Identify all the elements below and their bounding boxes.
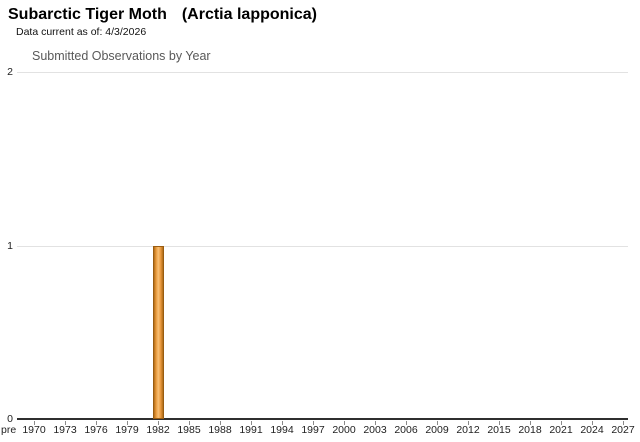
data-current-note: Data current as of: 4/3/2026 bbox=[16, 26, 147, 38]
x-axis-tick-label: 2006 bbox=[394, 424, 418, 436]
x-axis-tick bbox=[375, 421, 376, 425]
x-axis-tick-label: 1991 bbox=[239, 424, 263, 436]
x-axis-tick bbox=[406, 421, 407, 425]
x-axis-tick bbox=[313, 421, 314, 425]
page-title: Subarctic Tiger Moth (Arctia lapponica) bbox=[8, 6, 317, 24]
x-axis-tick-label: 2015 bbox=[487, 424, 511, 436]
x-axis-tick-label: 1985 bbox=[177, 424, 201, 436]
x-axis-tick-label: 1970 bbox=[22, 424, 46, 436]
x-axis-tick bbox=[251, 421, 252, 425]
x-axis-tick bbox=[530, 421, 531, 425]
x-axis-tick bbox=[623, 421, 624, 425]
x-axis-tick bbox=[282, 421, 283, 425]
x-axis-tick bbox=[344, 421, 345, 425]
y-axis-tick-label: 1 bbox=[7, 240, 13, 252]
observation-bar-1982 bbox=[153, 246, 164, 419]
chart-title: Submitted Observations by Year bbox=[32, 49, 211, 63]
x-axis-tick-label: 2012 bbox=[456, 424, 480, 436]
gridline-y1 bbox=[17, 246, 628, 247]
x-axis-tick-label: 2024 bbox=[580, 424, 604, 436]
x-axis-tick bbox=[127, 421, 128, 425]
x-axis-tick-label: pre bbox=[1, 424, 17, 436]
x-axis-tick bbox=[158, 421, 159, 425]
x-axis-line bbox=[17, 418, 628, 420]
x-axis-tick-label: 1994 bbox=[270, 424, 294, 436]
x-axis-tick bbox=[189, 421, 190, 425]
species-scientific-name: (Arctia lapponica) bbox=[181, 6, 317, 23]
x-axis-tick-label: 2000 bbox=[332, 424, 356, 436]
x-axis-tick bbox=[65, 421, 66, 425]
x-axis-tick-label: 1988 bbox=[208, 424, 232, 436]
x-axis-tick bbox=[468, 421, 469, 425]
x-axis-tick-label: 2009 bbox=[425, 424, 449, 436]
x-axis-tick bbox=[437, 421, 438, 425]
x-axis-tick-label: 2003 bbox=[363, 424, 387, 436]
x-axis-tick-label: 1979 bbox=[115, 424, 139, 436]
x-axis-tick bbox=[220, 421, 221, 425]
x-axis-tick-label: 1973 bbox=[53, 424, 77, 436]
x-axis-tick-label: 2021 bbox=[549, 424, 573, 436]
x-axis-tick-label: 1982 bbox=[146, 424, 170, 436]
y-axis-tick-label: 2 bbox=[7, 66, 13, 78]
x-axis-tick-label: 2018 bbox=[518, 424, 542, 436]
x-axis-tick-label: 1997 bbox=[301, 424, 325, 436]
x-axis-tick bbox=[499, 421, 500, 425]
x-axis-tick bbox=[592, 421, 593, 425]
x-axis-tick-label: 2027 bbox=[611, 424, 635, 436]
x-axis-tick bbox=[34, 421, 35, 425]
species-common-name: Subarctic Tiger Moth bbox=[8, 6, 167, 23]
x-axis-tick bbox=[561, 421, 562, 425]
gridline-y2 bbox=[17, 72, 628, 73]
y-axis-tick-label: 0 bbox=[7, 413, 13, 425]
x-axis-tick-label: 1976 bbox=[84, 424, 108, 436]
x-axis-tick bbox=[96, 421, 97, 425]
